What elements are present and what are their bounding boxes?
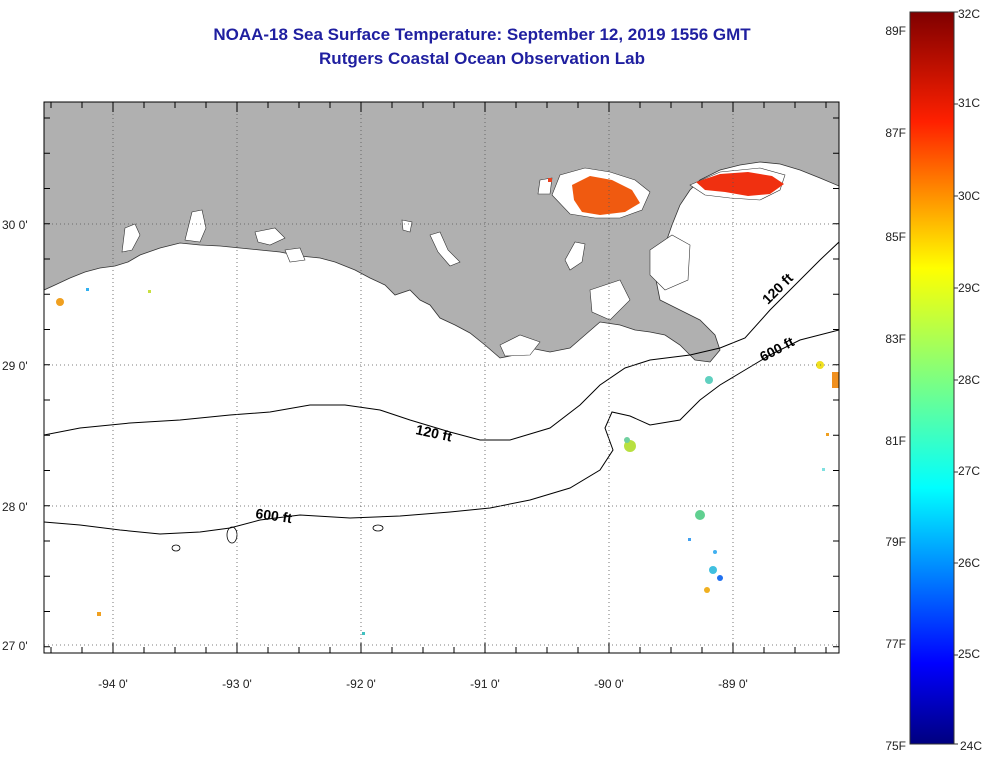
map-frame — [43, 101, 840, 654]
colorbar-celsius-label: 28C — [958, 373, 980, 387]
colorbar-fahrenheit-label: 81F — [885, 434, 906, 448]
colorbar-celsius-label: 32C — [958, 7, 980, 21]
contour-600ft — [44, 329, 839, 535]
colorbar-celsius-label: 27C — [958, 464, 980, 478]
lon-label: -94 0' — [98, 677, 128, 691]
contour-label-120ft-west: 120 ft — [414, 421, 453, 444]
colorbar-celsius-label: 26C — [958, 556, 980, 570]
colorbar-fahrenheit-label: 83F — [885, 332, 906, 346]
lat-label: 27 0' — [2, 639, 28, 653]
lat-label: 30 0' — [2, 218, 28, 232]
lon-label: -93 0' — [222, 677, 252, 691]
lon-label: -89 0' — [718, 677, 748, 691]
colorbar-celsius-label: 30C — [958, 189, 980, 203]
colorbar-celsius-label: 31C — [958, 96, 980, 110]
contour-120ft — [44, 241, 839, 441]
map-title: NOAA-18 Sea Surface Temperature: Septemb… — [213, 25, 751, 44]
map-subtitle: Rutgers Coastal Ocean Observation Lab — [319, 49, 645, 68]
graticule — [44, 102, 839, 653]
contour-label-600ft-west: 600 ft — [255, 505, 294, 526]
colorbar-fahrenheit-label: 87F — [885, 126, 906, 140]
colorbar-fahrenheit-label: 77F — [885, 637, 906, 651]
colorbar-fahrenheit-label: 79F — [885, 535, 906, 549]
lat-label: 29 0' — [2, 359, 28, 373]
colorbar — [909, 11, 955, 745]
colorbar-celsius-label: 29C — [958, 281, 980, 295]
colorbar-fahrenheit-label: 85F — [885, 230, 906, 244]
lon-label: -90 0' — [594, 677, 624, 691]
sst-patch-warm-lake — [572, 176, 640, 215]
colorbar-celsius-label: 24C — [960, 739, 982, 753]
lon-label: -91 0' — [470, 677, 500, 691]
lat-label: 28 0' — [2, 500, 28, 514]
colorbar-fahrenheit-label: 75F — [885, 739, 906, 753]
lon-label: -92 0' — [346, 677, 376, 691]
sst-patch-warm-bay — [696, 172, 784, 196]
colorbar-fahrenheit-label: 89F — [885, 24, 906, 38]
colorbar-celsius-label: 25C — [958, 647, 980, 661]
